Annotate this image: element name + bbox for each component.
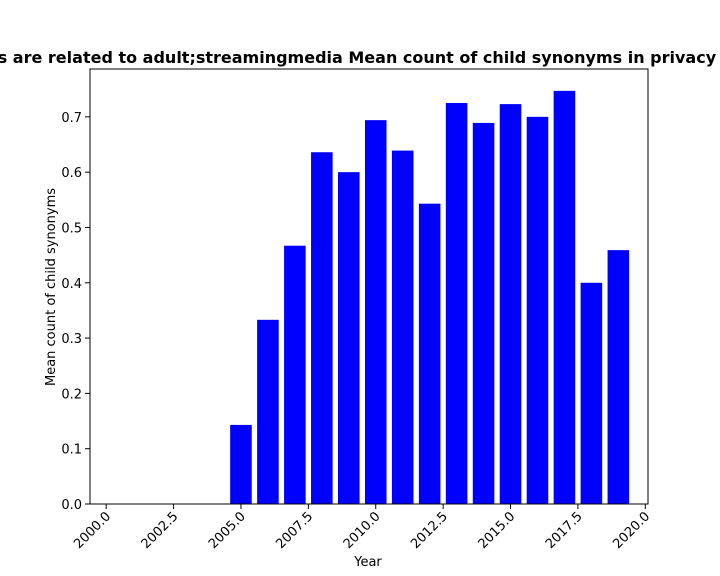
x-tick-label: 2010.0 <box>341 509 384 552</box>
bar-2006 <box>257 319 279 504</box>
y-tick-label: 0.5 <box>61 221 82 236</box>
plot-frame <box>89 68 649 505</box>
y-tick-label: 0.0 <box>61 498 82 513</box>
bar-2005 <box>230 424 252 504</box>
bar-2013 <box>445 103 468 504</box>
bar-2008 <box>311 152 333 505</box>
bar-2016 <box>526 116 549 504</box>
bar-2009 <box>338 172 360 504</box>
x-tick-label: 2002.5 <box>139 509 182 552</box>
bar-2019 <box>607 250 630 504</box>
y-tick-label: 0.6 <box>61 166 82 181</box>
y-axis-label: Mean count of child synonyms <box>44 188 59 386</box>
x-tick-label: 2012.5 <box>408 509 451 552</box>
x-tick-label: 2017.5 <box>543 509 586 552</box>
x-tick-label: 2007.5 <box>273 509 316 552</box>
bar-2014 <box>472 122 495 504</box>
x-axis: 2000.0 2002.5 2005.0 2007.5 2010.0 2012.5 2015… <box>71 504 653 552</box>
y-axis: 0.0 0.1 0.2 0.3 0.4 0.5 0.6 0.7 <box>61 111 90 513</box>
y-tick-label: 0.2 <box>61 387 82 402</box>
y-tick-label: 0.4 <box>61 277 82 292</box>
x-tick-label: 2015.0 <box>476 509 519 552</box>
x-tick-label: 2020.0 <box>610 509 653 552</box>
chart-title: es are related to adult;streamingmedia M… <box>0 48 720 67</box>
bar-2011 <box>391 150 414 505</box>
x-tick-label: 2005.0 <box>206 509 249 552</box>
bar-2010 <box>364 120 387 504</box>
bars-group <box>230 90 630 505</box>
y-tick-label: 0.1 <box>61 443 82 458</box>
bar-2012 <box>418 203 441 504</box>
bar-2017 <box>553 90 576 504</box>
y-tick-label: 0.7 <box>61 111 82 126</box>
x-tick-label: 2000.0 <box>71 509 114 552</box>
bar-2018 <box>580 282 603 504</box>
bar-2007 <box>284 245 306 504</box>
x-axis-label: Year <box>353 555 382 570</box>
bar-2015 <box>499 104 522 504</box>
y-tick-label: 0.3 <box>61 332 82 347</box>
